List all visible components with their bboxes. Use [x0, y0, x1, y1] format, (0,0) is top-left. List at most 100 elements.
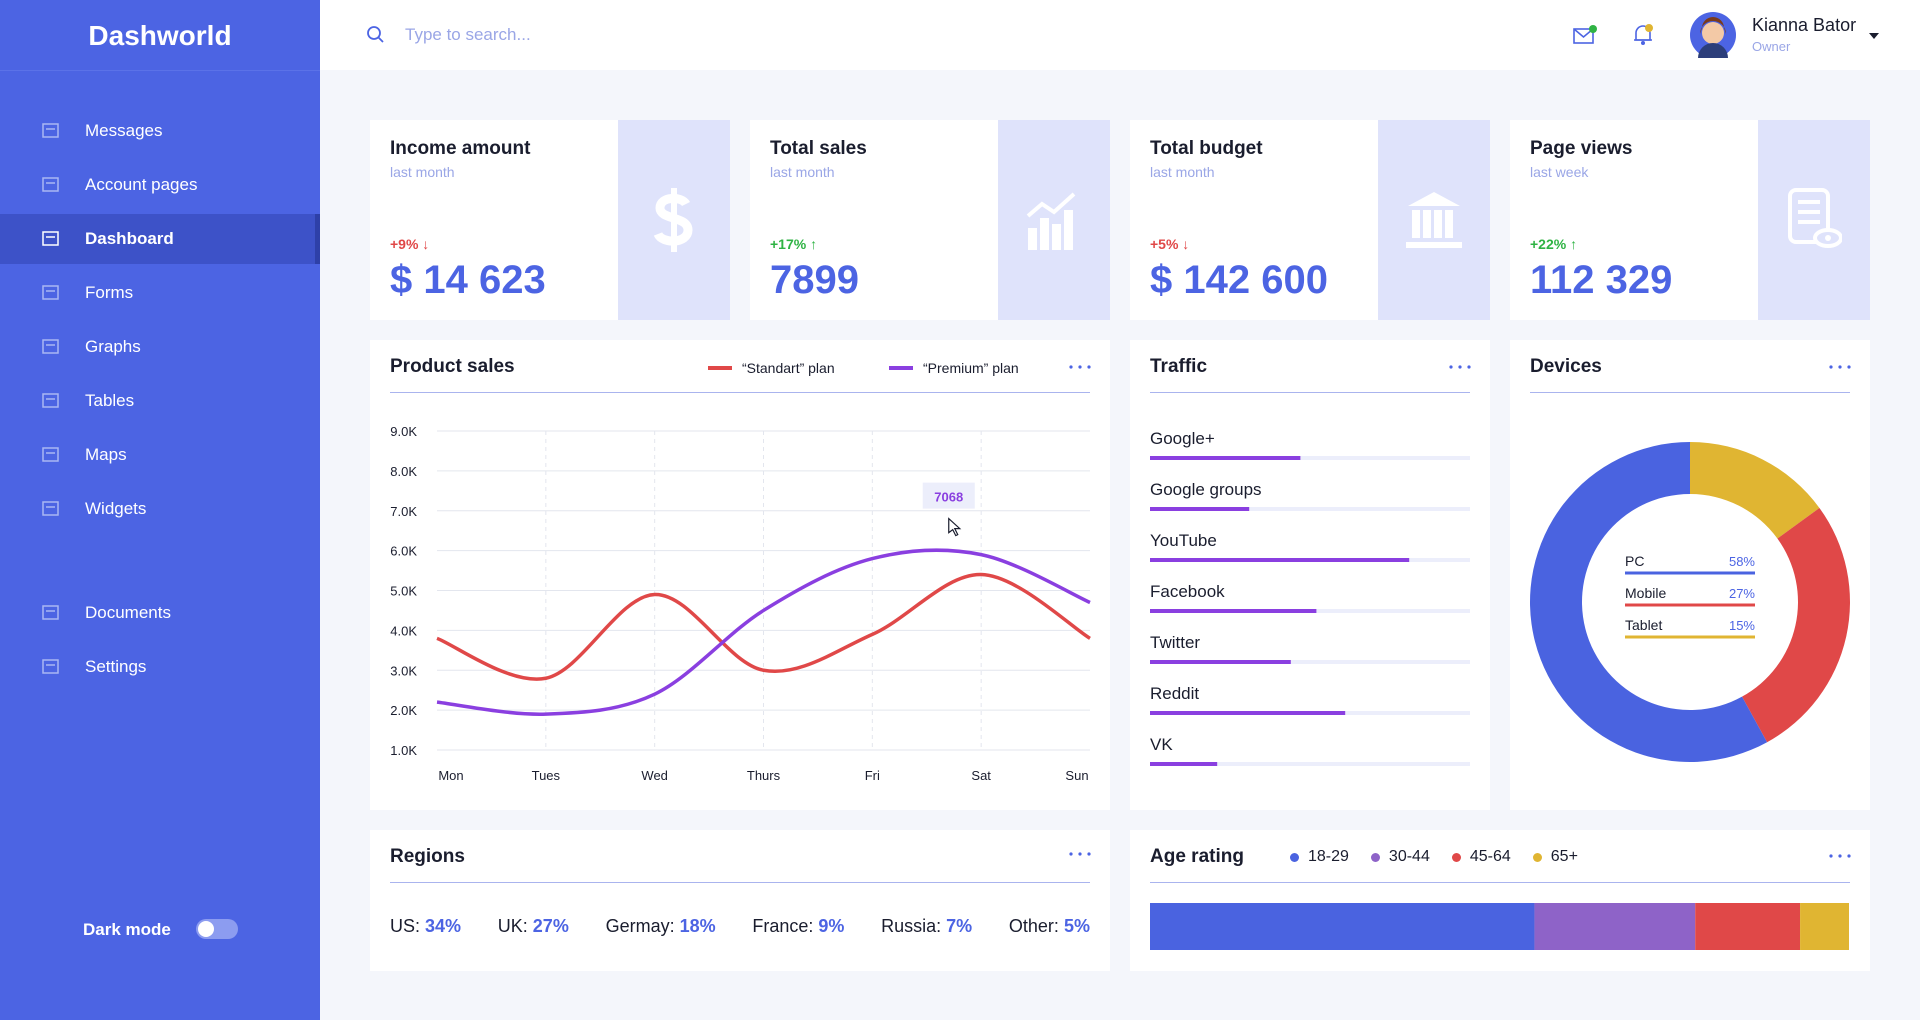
menu-item[interactable]: Dashboard [0, 214, 320, 264]
header: Type to search... Kianna Bator Owner [320, 0, 1920, 70]
stat-title: Page views [1530, 138, 1633, 159]
divider [1150, 882, 1850, 883]
mail-icon[interactable] [1572, 24, 1598, 46]
legend-label: 30-44 [1388, 848, 1430, 865]
dot [1458, 365, 1462, 369]
stat-period[interactable]: last week [1530, 164, 1589, 180]
age-segment [1534, 903, 1696, 950]
menu-item[interactable]: Documents [0, 588, 320, 638]
stat-title: Income amount [390, 138, 531, 159]
user-role: Owner [1752, 39, 1791, 54]
stat-period[interactable]: last month [770, 164, 835, 180]
stat-icon [653, 188, 693, 252]
region-value: 7% [946, 916, 973, 936]
menu-icon [42, 659, 59, 674]
menu-label: Forms [85, 283, 134, 302]
divider [390, 882, 1090, 883]
divider [390, 392, 1090, 393]
regions-card: Regions US: 34% UK: 27% Germay: 18% France: 9% Ru… [370, 830, 1110, 971]
stat-value: $ 142 600 [1150, 258, 1328, 302]
legend-dot [1370, 852, 1380, 862]
menu-item[interactable]: Settings [0, 642, 320, 692]
tooltip-box [922, 482, 975, 509]
x-tick-label: Sun [1065, 768, 1088, 783]
legend-label: 18-29 [1308, 848, 1349, 865]
brand-bar: Dashworld [0, 0, 320, 71]
dot [1449, 365, 1453, 369]
stat-card: Page views last week +22% ↑ 112 329 [1510, 120, 1870, 320]
dot [1838, 365, 1842, 369]
dot [1087, 852, 1091, 856]
more-menu[interactable] [1828, 363, 1852, 371]
menu-item[interactable]: Forms [0, 268, 320, 318]
dark-mode-label: Dark mode [83, 920, 171, 939]
stat-change: +5% ↓ [1150, 236, 1190, 252]
legend-label: 45-64 [1469, 848, 1511, 865]
device-value: 27% [1729, 586, 1755, 601]
user-name[interactable]: Kianna Bator [1752, 15, 1857, 35]
more-menu[interactable] [1068, 850, 1092, 858]
device-label: Tablet [1625, 617, 1662, 633]
menu-item[interactable]: Account pages [0, 160, 320, 210]
menu-icon [42, 339, 59, 354]
traffic-track [1150, 660, 1470, 664]
menu-label: Dashboard [85, 229, 174, 248]
more-menu[interactable] [1068, 363, 1092, 371]
avatar[interactable] [1690, 12, 1736, 58]
icon-shape [42, 501, 59, 516]
device-value: 15% [1729, 618, 1755, 633]
menu-item[interactable]: Widgets [0, 484, 320, 534]
region-value: 27% [532, 916, 569, 936]
icon-shape [42, 231, 59, 246]
menu-item[interactable]: Graphs [0, 322, 320, 372]
traffic-label: YouTube [1150, 531, 1217, 550]
tooltip-label: 7068 [934, 490, 963, 505]
more-menu[interactable] [1448, 363, 1472, 371]
region-value: 34% [425, 916, 462, 936]
region-value: 18% [679, 916, 716, 936]
menu-icon [42, 393, 59, 408]
x-tick-label: Thurs [747, 768, 781, 783]
icon-shape [1445, 210, 1453, 238]
stat-icon-panel [618, 120, 730, 320]
bell-icon[interactable] [1631, 22, 1655, 48]
menu-icon [42, 123, 59, 138]
search-input[interactable]: Type to search... [405, 25, 531, 44]
more-menu[interactable] [1828, 852, 1852, 860]
menu-icon [42, 231, 59, 246]
card-title: Age rating [1150, 846, 1244, 867]
menu-label: Widgets [85, 499, 147, 518]
legend-item: 18-29 [1290, 848, 1349, 866]
x-tick-label: Tues [532, 768, 561, 783]
stat-period[interactable]: last month [390, 164, 455, 180]
icon-shape [1064, 210, 1073, 250]
stat-icon [1788, 188, 1842, 248]
icon-shape [1412, 210, 1420, 238]
menu-item[interactable]: Messages [0, 106, 320, 156]
dot [1847, 854, 1851, 858]
menu-item[interactable]: Tables [0, 376, 320, 426]
donut-chart: PC 58% Mobile 27% Tablet 15% [1530, 442, 1850, 762]
traffic-chart: Google+ Google groups YouTube Facebook Twitt… [1150, 429, 1470, 766]
stat-card: Total budget last month +5% ↓ $ 142 600 [1130, 120, 1490, 320]
traffic-track [1150, 762, 1470, 766]
age-segment [1695, 903, 1801, 950]
stat-card: Income amount last month +9% ↓ $ 14 623 [370, 120, 730, 320]
user-menu-caret[interactable] [1868, 32, 1880, 40]
icon-shape [1406, 242, 1462, 248]
icon-shape [42, 393, 59, 408]
y-tick-label: 1.0K [390, 743, 417, 758]
traffic-label: VK [1150, 735, 1173, 754]
stat-period[interactable]: last month [1150, 164, 1215, 180]
dark-mode-toggle[interactable] [196, 919, 238, 939]
traffic-bar [1150, 507, 1250, 511]
cursor [948, 517, 962, 537]
menu-item[interactable]: Maps [0, 430, 320, 480]
menu-label: Graphs [85, 337, 141, 356]
menu-icon [42, 501, 59, 516]
card-title: Regions [390, 846, 465, 867]
menu-label: Tables [85, 391, 135, 410]
divider [1530, 392, 1850, 393]
donut-segment [1690, 442, 1820, 539]
region-item: UK: 27% [498, 916, 569, 937]
